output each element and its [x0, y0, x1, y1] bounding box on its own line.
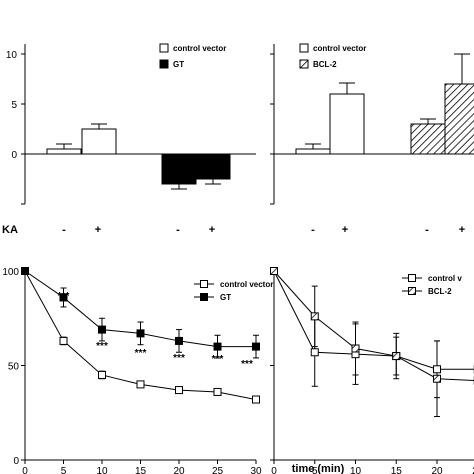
- bar: [295, 148, 331, 155]
- x-tick-label: 0: [22, 466, 28, 474]
- bar: [195, 153, 231, 180]
- data-point: [433, 365, 441, 374]
- y-tick-label: 50: [8, 362, 20, 373]
- data-point: [175, 336, 183, 345]
- x-tick-label: 20: [431, 466, 443, 474]
- y-tick-label: 0: [13, 456, 19, 467]
- data-point: [408, 287, 416, 295]
- data-point: [98, 370, 106, 379]
- ka-label: +: [209, 224, 215, 236]
- ka-label: -: [62, 224, 66, 236]
- bar: [81, 128, 117, 155]
- panel-top-right-bar-chart: control vector BCL-2 - + - +: [270, 43, 474, 236]
- significance-label: ***: [212, 354, 224, 365]
- ka-axis-label: KA: [2, 224, 18, 236]
- ka-label: -: [176, 224, 180, 236]
- data-point: [270, 267, 278, 275]
- data-point: [175, 386, 183, 395]
- data-point: [310, 348, 319, 357]
- data-point: [408, 274, 416, 282]
- data-point: [98, 325, 106, 334]
- y-tick-label: 5: [11, 100, 17, 111]
- panel-bottom-right-line-chart: 0 5 10 15 20 25 control v BCL-2: [270, 267, 474, 474]
- panel-bottom-left-line-chart: 100 50 00 5 10 15 20 25 30 *** *** *** *** *** *** co…: [2, 267, 273, 474]
- significance-label: ***: [96, 341, 108, 352]
- ka-label: -: [311, 224, 315, 236]
- legend-swatch: [299, 43, 309, 53]
- data-point: [59, 336, 68, 345]
- x-tick-label: 15: [391, 466, 403, 474]
- ka-label: +: [95, 224, 101, 236]
- ka-label: +: [459, 224, 465, 236]
- y-tick-label: 0: [11, 150, 17, 161]
- significance-label: ***: [58, 291, 70, 302]
- data-point: [252, 342, 260, 351]
- data-point: [252, 395, 260, 404]
- legend-label: GT: [173, 60, 184, 69]
- legend-label: control vector: [313, 44, 366, 53]
- ka-label: -: [425, 224, 429, 236]
- legend-label: control vector: [173, 44, 226, 53]
- bar: [329, 93, 365, 155]
- legend-swatch: [159, 59, 169, 69]
- x-tick-label: 20: [173, 466, 185, 474]
- x-tick-label: 5: [61, 466, 67, 474]
- y-tick-label: 100: [2, 267, 19, 278]
- bar: [410, 123, 446, 155]
- bar: [444, 83, 474, 155]
- bar: [46, 148, 82, 155]
- data-point: [21, 267, 29, 275]
- legend-swatch: [299, 59, 309, 69]
- data-point: [136, 329, 145, 338]
- data-point: [213, 342, 222, 351]
- legend-label: BCL-2: [428, 287, 452, 296]
- panel-top-left-bar-chart: 10 5 0 control vector GT KA - + - +: [2, 43, 256, 236]
- x-tick-label: 25: [212, 466, 224, 474]
- significance-label: ***: [135, 348, 147, 359]
- bar: [161, 153, 197, 185]
- data-point: [433, 374, 441, 383]
- x-tick-label: 30: [250, 466, 262, 474]
- legend-label: control v: [428, 274, 462, 283]
- x-axis-title: time (min): [292, 463, 345, 474]
- data-point: [136, 380, 145, 389]
- legend-swatch: [159, 43, 169, 53]
- data-point: [200, 280, 208, 288]
- significance-label: ***: [173, 353, 185, 364]
- data-point: [200, 293, 208, 301]
- significance-label: ***: [241, 359, 253, 370]
- x-tick-label: 25: [472, 466, 474, 474]
- data-point: [213, 387, 222, 396]
- x-tick-label: 10: [96, 466, 108, 474]
- x-tick-label: 5: [312, 466, 318, 474]
- x-tick-label: 0: [271, 466, 277, 474]
- data-point: [59, 293, 68, 302]
- data-point: [310, 312, 319, 321]
- ka-label: +: [342, 224, 348, 236]
- x-tick-label: 10: [350, 466, 362, 474]
- y-tick-label: 10: [6, 50, 18, 61]
- legend-label: control vector: [220, 280, 273, 289]
- x-tick-label: 15: [135, 466, 147, 474]
- data-point: [392, 352, 401, 361]
- data-point: [351, 344, 360, 353]
- legend-label: BCL-2: [313, 60, 337, 69]
- legend-label: GT: [220, 293, 231, 302]
